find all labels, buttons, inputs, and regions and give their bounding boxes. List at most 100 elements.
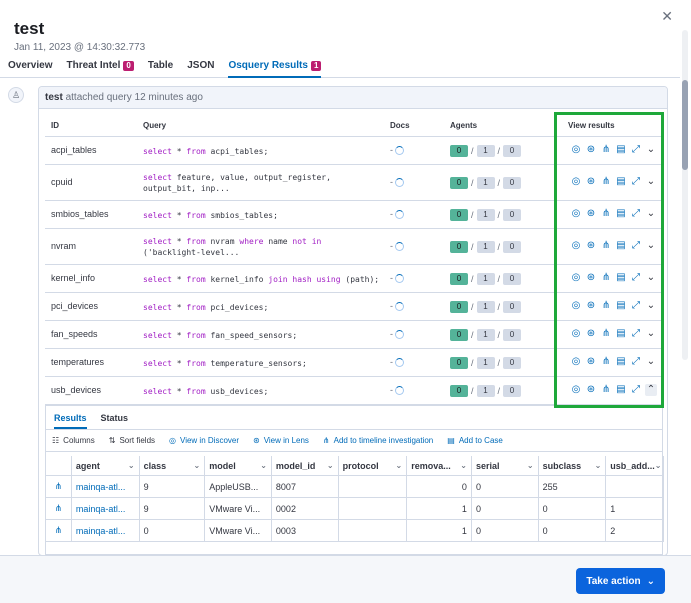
timeline-icon[interactable]: ⋔ xyxy=(46,520,72,541)
grid-cell[interactable]: mainqa-atl... xyxy=(72,498,140,519)
lens-icon[interactable]: ⊛ xyxy=(586,328,596,339)
grid-column-header[interactable]: subclass ⌄ xyxy=(539,456,607,475)
expand-icon[interactable]: ⤢ xyxy=(632,356,640,367)
discover-icon[interactable]: ◎ xyxy=(571,208,581,219)
timeline-icon[interactable]: ⋔ xyxy=(601,300,611,311)
grid-column-header[interactable]: remova... ⌄ xyxy=(407,456,472,475)
tab-osquery-results[interactable]: Osquery Results 1 xyxy=(228,56,322,78)
add-to-case-icon[interactable]: ▤ xyxy=(616,144,626,155)
chevron-down-icon[interactable]: ⌄ xyxy=(646,328,656,339)
tab-threat-intel[interactable]: Threat Intel 0 xyxy=(66,56,134,77)
grid-cell[interactable]: mainqa-atl... xyxy=(72,476,140,497)
toolbar-add-to-case[interactable]: ▤ Add to Case xyxy=(447,436,503,445)
scrollbar-track[interactable] xyxy=(682,30,688,360)
lens-icon[interactable]: ⊛ xyxy=(586,176,596,187)
discover-icon[interactable]: ◎ xyxy=(571,384,581,395)
chevron-down-icon[interactable]: ⌄ xyxy=(646,272,656,283)
grid-cell[interactable]: mainqa-atl... xyxy=(72,520,140,541)
lens-icon[interactable]: ⊛ xyxy=(586,240,596,251)
timeline-icon[interactable]: ⋔ xyxy=(46,498,72,519)
add-to-case-icon[interactable]: ▤ xyxy=(616,240,626,251)
discover-icon[interactable]: ◎ xyxy=(571,356,581,367)
discover-icon[interactable]: ◎ xyxy=(571,144,581,155)
chevron-down-icon[interactable]: ⌄ xyxy=(646,208,656,219)
grid-column-header[interactable]: protocol ⌄ xyxy=(339,456,408,475)
discover-icon[interactable]: ◎ xyxy=(571,300,581,311)
grid-column-header[interactable]: usb_add... ⌄ xyxy=(606,456,664,475)
comment-header: test attached query 12 minutes ago xyxy=(39,87,667,109)
grid-column-header[interactable]: agent ⌄ xyxy=(72,456,140,475)
timeline-icon[interactable]: ⋔ xyxy=(601,240,611,251)
chevron-down-icon[interactable]: ⌄ xyxy=(646,356,656,367)
grid-column-header[interactable]: serial ⌄ xyxy=(472,456,539,475)
discover-icon[interactable]: ◎ xyxy=(571,328,581,339)
agent-link[interactable]: mainqa-atl... xyxy=(75,481,126,492)
chevron-down-icon[interactable]: ⌄ xyxy=(260,461,267,470)
agent-link[interactable]: mainqa-atl... xyxy=(75,525,126,536)
tab-json[interactable]: JSON xyxy=(187,56,214,77)
expand-icon[interactable]: ⤢ xyxy=(632,328,640,339)
expand-icon[interactable]: ⤢ xyxy=(632,272,640,283)
expand-icon[interactable]: ⤢ xyxy=(632,144,640,155)
expand-icon[interactable]: ⤢ xyxy=(632,240,640,251)
grid-column-header[interactable]: class ⌄ xyxy=(140,456,206,475)
discover-icon[interactable]: ◎ xyxy=(571,176,581,187)
add-to-case-icon[interactable]: ▤ xyxy=(616,208,626,219)
chevron-down-icon[interactable]: ⌄ xyxy=(594,461,602,470)
results-tab-status[interactable]: Status xyxy=(100,413,129,423)
lens-icon[interactable]: ⊛ xyxy=(586,300,596,311)
add-to-case-icon[interactable]: ▤ xyxy=(616,356,626,367)
toolbar-add-to-timeline-investigation[interactable]: ⋔ Add to timeline investigation xyxy=(323,436,433,445)
add-to-case-icon[interactable]: ▤ xyxy=(616,176,626,187)
timeline-icon[interactable]: ⋔ xyxy=(601,144,611,155)
toolbar-columns[interactable]: ☷ Columns xyxy=(52,436,95,445)
tab-table[interactable]: Table xyxy=(148,56,173,77)
agent-link[interactable]: mainqa-atl... xyxy=(75,503,126,514)
chevron-down-icon[interactable]: ⌄ xyxy=(395,461,403,470)
timeline-icon[interactable]: ⋔ xyxy=(601,328,611,339)
chevron-down-icon[interactable]: ⌄ xyxy=(646,176,656,187)
toolbar-view-in-discover[interactable]: ◎ View in Discover xyxy=(169,436,239,445)
timeline-icon[interactable]: ⋔ xyxy=(601,384,611,395)
add-to-case-icon[interactable]: ▤ xyxy=(616,328,626,339)
discover-icon[interactable]: ◎ xyxy=(571,272,581,283)
close-icon[interactable]: ✕ xyxy=(661,8,673,24)
grid-column-header[interactable]: model ⌄ xyxy=(205,456,272,475)
chevron-down-icon[interactable]: ⌄ xyxy=(646,144,656,155)
timeline-icon[interactable]: ⋔ xyxy=(601,208,611,219)
lens-icon[interactable]: ⊛ xyxy=(586,384,596,395)
scrollbar-thumb[interactable] xyxy=(682,80,688,170)
add-to-case-icon[interactable]: ▤ xyxy=(616,384,626,395)
chevron-down-icon[interactable]: ⌄ xyxy=(646,240,656,251)
results-tab-results[interactable]: Results xyxy=(54,406,87,429)
chevron-down-icon[interactable]: ⌄ xyxy=(654,461,662,470)
add-to-case-icon[interactable]: ▤ xyxy=(616,300,626,311)
add-to-case-icon[interactable]: ▤ xyxy=(616,272,626,283)
lens-icon[interactable]: ⊛ xyxy=(586,144,596,155)
lens-icon[interactable]: ⊛ xyxy=(586,272,596,283)
comment-user: test xyxy=(45,92,63,103)
chevron-up-icon[interactable]: ⌃ xyxy=(645,384,657,396)
expand-icon[interactable]: ⤢ xyxy=(632,208,640,219)
expand-icon[interactable]: ⤢ xyxy=(632,384,640,395)
chevron-down-icon[interactable]: ⌄ xyxy=(193,461,201,470)
timeline-icon[interactable]: ⋔ xyxy=(601,272,611,283)
grid-column-header[interactable]: model_id ⌄ xyxy=(272,456,339,475)
lens-icon[interactable]: ⊛ xyxy=(586,208,596,219)
chevron-down-icon[interactable]: ⌄ xyxy=(646,300,656,311)
expand-icon[interactable]: ⤢ xyxy=(632,176,640,187)
expand-icon[interactable]: ⤢ xyxy=(632,300,640,311)
timeline-icon[interactable]: ⋔ xyxy=(601,356,611,367)
tab-overview[interactable]: Overview xyxy=(8,56,52,77)
timeline-icon[interactable]: ⋔ xyxy=(601,176,611,187)
chevron-down-icon[interactable]: ⌄ xyxy=(460,461,467,470)
chevron-down-icon[interactable]: ⌄ xyxy=(326,461,334,470)
chevron-down-icon[interactable]: ⌄ xyxy=(127,461,135,470)
toolbar-view-in-lens[interactable]: ⊛ View in Lens xyxy=(253,436,309,445)
chevron-down-icon[interactable]: ⌄ xyxy=(526,461,534,470)
lens-icon[interactable]: ⊛ xyxy=(586,356,596,367)
discover-icon[interactable]: ◎ xyxy=(571,240,581,251)
timeline-icon[interactable]: ⋔ xyxy=(46,476,72,497)
toolbar-sort-fields[interactable]: ⇅ Sort fields xyxy=(109,436,155,445)
take-action-button[interactable]: Take action ⌄ xyxy=(576,568,665,594)
